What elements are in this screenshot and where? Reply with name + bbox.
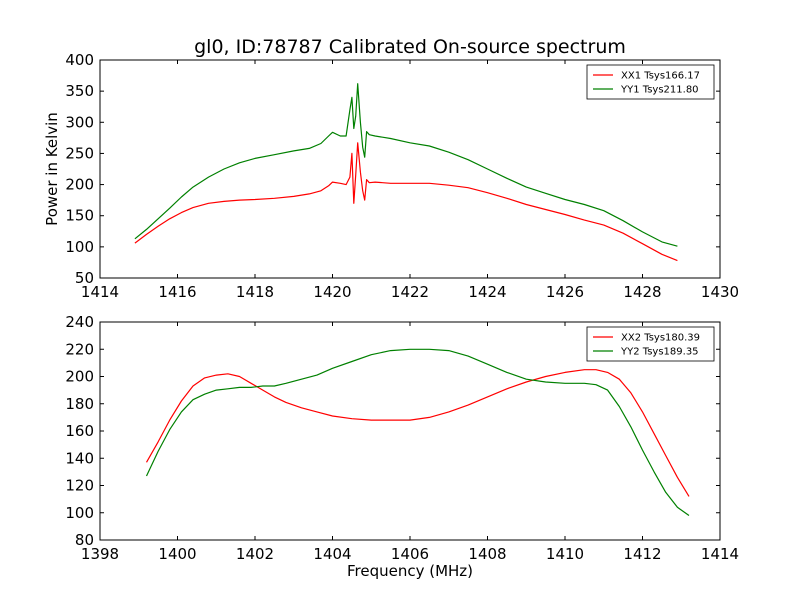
x-tick-label: 1398 (81, 545, 119, 563)
legend-label: YY2 Tsys189.35 (620, 347, 699, 358)
x-tick-label: 1418 (236, 283, 274, 301)
y-tick-label: 180 (65, 395, 94, 413)
legend: XX2 Tsys180.39 YY2 Tsys189.35 (586, 326, 715, 362)
y-tick-label: 250 (65, 144, 94, 162)
y-axis-label: Power in Kelvin (43, 112, 61, 226)
y-tick-label: 140 (65, 449, 94, 467)
y-tick-label: 160 (65, 422, 94, 440)
x-tick-label: 1400 (158, 545, 196, 563)
x-tick-label: 1424 (468, 283, 506, 301)
top-panel: 1414 1416 1418 1420 1422 1424 1426 1428 1430 50 10… (43, 51, 739, 301)
series-line-1-0 (145, 369, 690, 497)
y-tick-label: 300 (65, 113, 94, 131)
x-tick-label: 1422 (391, 283, 429, 301)
y-tick-label: 220 (65, 340, 94, 358)
y-tick-label: 400 (65, 51, 94, 69)
chart-title: gl0, ID:78787 Calibrated On-source spect… (194, 36, 626, 58)
x-tick-label: 1416 (158, 283, 196, 301)
y-tick-label: 350 (65, 82, 94, 100)
y-tick-label: 80 (75, 531, 94, 549)
x-tick-label: 1430 (701, 283, 739, 301)
x-tick-label: 1428 (623, 283, 661, 301)
x-tick-label: 1402 (236, 545, 274, 563)
legend-label: XX1 Tsys166.17 (621, 71, 700, 82)
legend-label: YY1 Tsys211.80 (620, 85, 699, 96)
x-tick-label: 1408 (468, 545, 506, 563)
series-line-0-0 (134, 142, 678, 262)
x-tick-label: 1414 (701, 545, 739, 563)
x-tick-label: 1414 (81, 283, 119, 301)
x-tick-label: 1410 (546, 545, 584, 563)
x-tick-label: 1426 (546, 283, 584, 301)
y-tick-label: 150 (65, 207, 94, 225)
bottom-panel: 1398 1400 1402 1404 1406 1408 1410 1412 1414 80 10… (65, 313, 739, 580)
y-tick-label: 200 (65, 176, 94, 194)
legend-box (586, 64, 715, 100)
y-tick-label: 200 (65, 368, 94, 386)
y-tick-label: 120 (65, 477, 94, 495)
series-line-1-1 (145, 348, 690, 516)
x-axis-label: Frequency (MHz) (347, 562, 473, 580)
x-tick-label: 1420 (313, 283, 351, 301)
x-tick-label: 1406 (391, 545, 429, 563)
y-tick-label: 100 (65, 504, 94, 522)
legend: XX1 Tsys166.17 YY1 Tsys211.80 (586, 64, 715, 100)
y-tick-label: 240 (65, 313, 94, 331)
legend-box (586, 326, 715, 362)
series-line-0-1 (134, 83, 678, 247)
x-tick-label: 1412 (623, 545, 661, 563)
y-tick-label: 50 (75, 269, 94, 287)
y-tick-label: 100 (65, 238, 94, 256)
x-tick-label: 1404 (313, 545, 351, 563)
legend-label: XX2 Tsys180.39 (621, 333, 700, 344)
